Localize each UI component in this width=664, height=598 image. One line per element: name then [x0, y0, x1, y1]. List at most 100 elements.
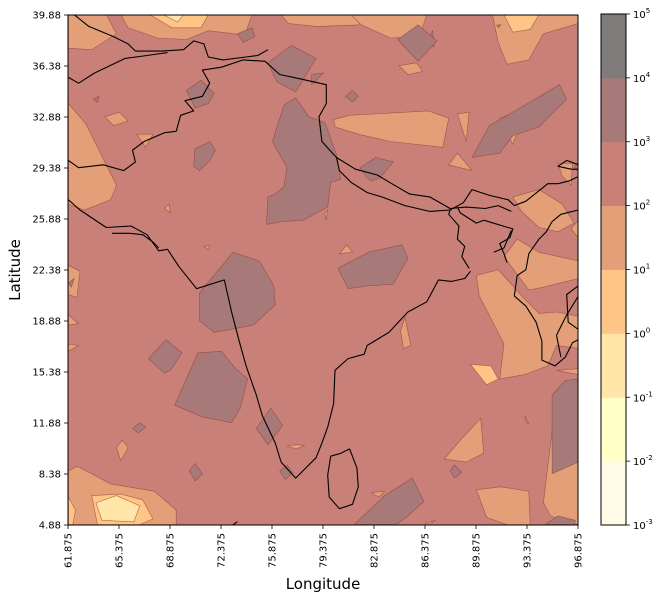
colorbar-tick-label-7: 104	[633, 71, 651, 85]
colorbar-band-2	[601, 333, 626, 398]
contour-region-42	[203, 244, 211, 250]
border-line-11	[513, 209, 578, 367]
contour-region-56	[337, 244, 409, 290]
contour-region-40	[324, 209, 329, 221]
x-tick-label-6: 82.875	[370, 533, 381, 568]
x-tick-label-9: 93.375	[523, 533, 534, 568]
contour-region-41	[400, 316, 412, 349]
contour-region-43	[92, 95, 100, 103]
border-line-14	[493, 230, 512, 253]
y-tick-label-9: 36.38	[32, 62, 61, 73]
contour-region-14	[448, 152, 473, 172]
contour-region-2	[149, 15, 209, 29]
contour-region-9	[104, 111, 129, 126]
contour-region-50	[359, 157, 394, 182]
border-line-10	[456, 206, 514, 263]
x-axis-label: Longitude	[286, 575, 361, 593]
border-line-2	[68, 59, 337, 172]
border-line-6	[335, 157, 451, 212]
x-axis-ticks: 61.875 65.375 68.875 72.375 75.875 79.375 82.8…	[64, 525, 585, 568]
border-line-5	[336, 157, 512, 212]
contour-region-57	[199, 251, 276, 333]
colorbar-ticks: 10-3 10-2 10-1 100 101 102 103 104 105	[626, 7, 653, 532]
contour-region-17	[512, 189, 575, 233]
x-tick-label-1: 65.375	[115, 533, 126, 568]
contour-region-21	[570, 220, 578, 238]
colorbar-tick-label-1: 10-2	[633, 454, 653, 468]
contour-region-25	[443, 417, 485, 463]
colorbar-band-7	[601, 14, 626, 79]
contour-region-13	[457, 111, 470, 142]
colorbar-tick-label-2: 10-1	[633, 390, 653, 404]
y-tick-label-7: 29.38	[32, 164, 61, 175]
contour-region-38	[338, 244, 354, 255]
contour-region-68	[68, 277, 75, 288]
border-line-1	[68, 52, 168, 84]
colorbar-tick-label-6: 103	[633, 135, 650, 149]
colorbar-band-5	[601, 141, 626, 207]
contour-region-8	[68, 102, 117, 211]
colorbar-band-0	[601, 461, 626, 526]
colorbar-band-6	[601, 77, 626, 143]
contour-region-61	[132, 422, 147, 434]
contour-region-62	[188, 463, 203, 482]
contour-region-12	[398, 62, 424, 75]
contour-region-66	[551, 378, 578, 475]
contour-region-55	[236, 27, 256, 43]
contour-regions	[68, 15, 578, 525]
contour-region-3	[163, 15, 184, 23]
border-line-12	[555, 295, 578, 358]
colorbar-tick-label-4: 101	[633, 263, 650, 277]
contour-region-63	[279, 464, 294, 480]
plot-area	[67, 14, 579, 526]
border-line-0	[73, 15, 269, 61]
colorbar-bands	[601, 14, 626, 526]
country-borders	[68, 15, 578, 525]
x-tick-label-0: 61.875	[64, 533, 75, 568]
x-tick-label-7: 86.375	[421, 533, 432, 568]
contour-region-49	[267, 44, 317, 93]
contour-region-27	[556, 368, 578, 375]
border-line-8	[449, 176, 578, 211]
x-tick-label-2: 68.875	[166, 533, 177, 568]
contour-region-48	[266, 97, 342, 225]
contour-region-65	[449, 464, 463, 479]
contour-region-24	[469, 364, 499, 386]
x-tick-label-5: 79.375	[319, 533, 330, 568]
colorbar-tick-label-5: 102	[633, 199, 650, 213]
contour-region-28	[370, 490, 386, 498]
contour-region-51	[397, 24, 438, 62]
contour-region-59	[174, 350, 248, 424]
y-tick-label-1: 8.38	[39, 470, 61, 481]
contour-region-36	[116, 439, 129, 462]
y-tick-label-10: 39.88	[32, 11, 61, 22]
x-tick-label-4: 75.875	[268, 533, 279, 568]
contour-region-54	[193, 141, 216, 171]
contour-region-11	[333, 110, 450, 148]
y-tick-label-0: 4.88	[39, 521, 61, 532]
border-line-9	[557, 159, 578, 170]
contour-region-35	[95, 495, 141, 523]
colorbar: 10-3 10-2 10-1 100 101 102 103 104 105	[600, 7, 653, 532]
y-axis-ticks: 4.88 8.38 11.88 15.38 18.88 22.38 25.88 29.38 32…	[32, 11, 68, 532]
colorbar-band-1	[601, 397, 626, 462]
contour-region-37	[286, 444, 306, 450]
contour-region-4	[280, 15, 366, 27]
contour-region-58	[148, 339, 183, 374]
y-tick-label-2: 11.88	[32, 419, 61, 430]
x-tick-label-8: 89.875	[472, 533, 483, 568]
y-tick-label-6: 25.88	[32, 215, 61, 226]
contour-region-60	[255, 407, 283, 446]
colorbar-band-3	[601, 269, 626, 334]
border-line-3	[68, 199, 471, 479]
contour-region-22	[503, 238, 578, 291]
colorbar-band-4	[601, 205, 626, 270]
contour-region-52	[471, 84, 568, 158]
border-line-15	[327, 448, 359, 510]
colorbar-tick-label-8: 105	[633, 7, 650, 21]
contour-region-39	[164, 203, 171, 214]
y-tick-label-4: 18.88	[32, 317, 61, 328]
plot-background	[68, 15, 578, 525]
colorbar-tick-label-3: 100	[633, 326, 650, 340]
contour-region-47	[344, 90, 359, 103]
